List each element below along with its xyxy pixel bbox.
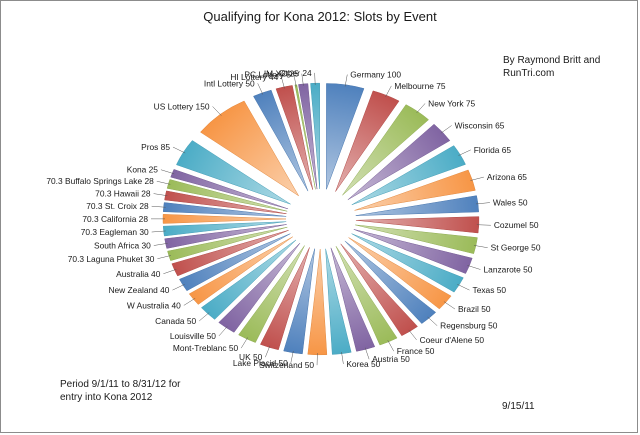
slice-label: Kona 25 <box>127 165 159 175</box>
leader-line <box>163 269 177 275</box>
slice-label: Mont-Treblanc 50 <box>173 343 239 353</box>
leader-line <box>408 329 417 341</box>
slice-label: Pros 85 <box>141 142 170 152</box>
slice-label: Cozumel 50 <box>494 220 539 230</box>
leader-line <box>364 347 370 360</box>
leader-line <box>153 193 168 196</box>
leader-line <box>281 76 285 89</box>
slice-label: Wales 50 <box>493 198 528 208</box>
leader-line <box>427 316 438 326</box>
leader-line <box>475 202 490 205</box>
slice-label: Austria 50 <box>372 354 410 364</box>
slice-label: Coeur d'Alene 50 <box>420 335 485 345</box>
leader-line <box>153 243 168 246</box>
slice-label: HI Lottery 44 <box>230 72 278 82</box>
slice-label: Arizona 65 <box>487 172 527 182</box>
leader-line <box>212 106 222 116</box>
slice-label: Wisconsin 65 <box>455 120 505 130</box>
leader-line <box>151 230 166 233</box>
leader-line <box>218 326 228 337</box>
slice-label: Korea 50 <box>346 359 380 369</box>
leader-line <box>458 149 471 156</box>
slice-label: 70.3 Eagleman 30 <box>81 227 149 237</box>
leader-line <box>476 224 491 226</box>
leader-line <box>387 340 394 352</box>
leader-line <box>157 255 171 259</box>
leader-line <box>385 85 392 97</box>
slice-label: St George 50 <box>491 243 541 253</box>
leader-line <box>240 337 248 349</box>
slice-label: US Lottery 150 <box>154 101 210 111</box>
slice-label: UK 50 <box>239 352 263 362</box>
slice-label: 70.3 Laguna Phuket 30 <box>68 254 155 264</box>
leader-line <box>440 125 452 134</box>
slice-label: South Africa 30 <box>94 241 151 251</box>
leader-line <box>290 350 294 363</box>
leader-line <box>416 103 426 114</box>
leader-line <box>301 73 304 86</box>
slice-label: 70.3 Buffalo Springs Lake 28 <box>46 176 154 186</box>
slice-label: Switzerland 50 <box>259 360 314 370</box>
leader-line <box>160 169 175 175</box>
leader-line <box>199 312 210 322</box>
leader-line <box>151 205 166 208</box>
leader-line <box>341 351 344 364</box>
slice-label: Australia 40 <box>116 269 161 279</box>
slice-label: Louisville 50 <box>170 331 216 341</box>
author-note: By Raymond Britt and RunTri.com <box>503 55 601 79</box>
slice-label: Lake Placid 50 <box>233 358 288 368</box>
slice-label: Melbourne 75 <box>394 81 446 91</box>
leader-line <box>457 284 470 291</box>
slice-label: New Zealand 40 <box>108 285 169 295</box>
slice-label: Lanzarote 50 <box>484 265 533 275</box>
slice-label: Intl Lottery 50 <box>204 78 255 88</box>
slice-label: 70.3 California 28 <box>82 214 148 224</box>
slice-label: New York 75 <box>428 98 475 108</box>
slice-label: 70.3 Hawaii 28 <box>95 189 151 199</box>
slice-label: Texas 50 <box>473 285 507 295</box>
leader-line <box>314 72 316 85</box>
slice-label: 70.3 St. Croix 28 <box>86 201 149 211</box>
leader-line <box>257 83 264 95</box>
slice-label: Other 24 <box>279 68 312 78</box>
slice-label: IM XC 25 <box>264 69 299 79</box>
leader-line <box>443 301 456 310</box>
leader-line <box>156 180 171 185</box>
date-note: 9/15/11 <box>502 401 535 412</box>
slice-label: Canada 50 <box>155 316 196 326</box>
slice-label: Germany 100 <box>350 70 401 80</box>
slice-label: W Australia 40 <box>127 300 181 310</box>
slice-label: Brazil 50 <box>458 304 491 314</box>
chart-title: Qualifying for Kona 2012: Slots by Event <box>203 9 437 24</box>
leader-line <box>183 298 196 306</box>
period-note: Period 9/1/11 to 8/31/12 for entry into … <box>60 379 181 403</box>
leader-line <box>344 74 348 87</box>
leader-line <box>172 146 186 154</box>
slice-label: Florida 65 <box>474 145 512 155</box>
slice-label: PC Lottery 5 <box>244 70 291 80</box>
leader-line <box>293 74 297 87</box>
leader-line <box>470 176 484 181</box>
leader-line <box>172 284 185 291</box>
pie-slice-cozumel <box>355 216 480 234</box>
leader-line <box>473 245 488 248</box>
slice-label: France 50 <box>397 346 435 356</box>
slice-label: Regensburg 50 <box>440 321 498 331</box>
leader-line <box>265 345 271 358</box>
leader-line <box>467 265 481 270</box>
